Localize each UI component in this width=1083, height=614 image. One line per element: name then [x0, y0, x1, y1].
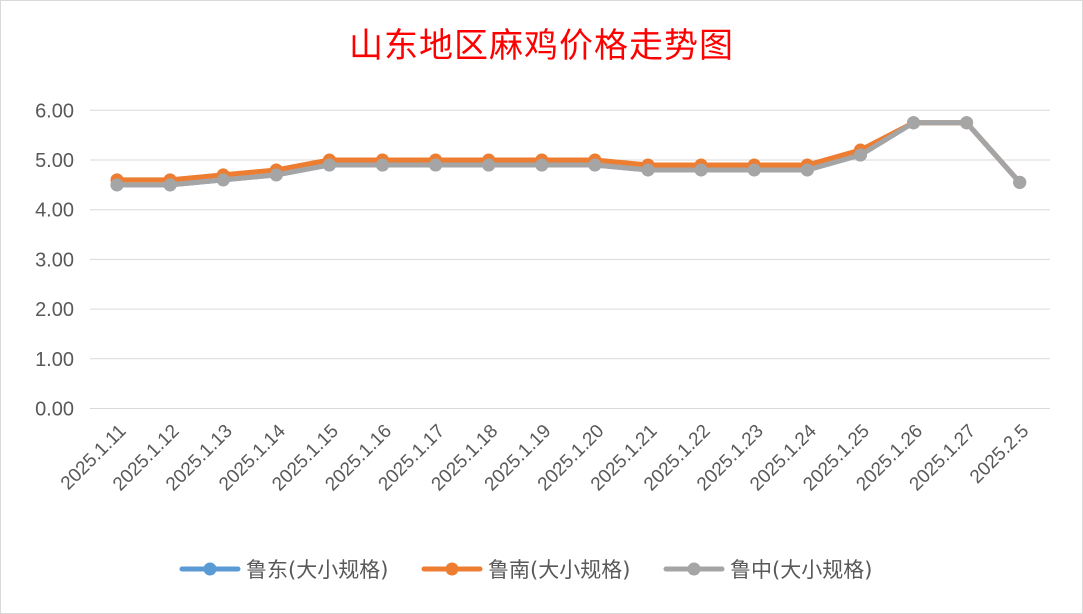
- y-tick-label: 4.00: [35, 200, 74, 222]
- data-point: [747, 163, 761, 177]
- legend-marker: [445, 562, 459, 576]
- gridlines: [90, 109, 1050, 409]
- data-point: [535, 158, 549, 172]
- data-point: [853, 148, 867, 162]
- y-tick-label: 2.00: [35, 299, 74, 321]
- legend-item: 鲁中(大小规格): [663, 558, 872, 582]
- series-line: [114, 120, 1023, 188]
- legend-label: 鲁中(大小规格): [730, 558, 872, 582]
- y-axis: 0.00 1.00 2.00 3.00 4.00 5.00 6.00: [35, 100, 74, 420]
- legend-label: 鲁东(大小规格): [246, 558, 388, 582]
- data-point: [163, 178, 177, 192]
- data-point: [1013, 175, 1027, 189]
- y-tick-label: 5.00: [35, 150, 74, 172]
- legend: 鲁东(大小规格) 鲁南(大小规格) 鲁中(大小规格): [179, 558, 872, 582]
- data-point: [907, 116, 920, 130]
- data-point: [482, 158, 496, 172]
- data-point: [322, 158, 336, 172]
- series-3: [110, 116, 1027, 192]
- x-tick-label: 2025.2.5: [966, 421, 1033, 488]
- data-point: [376, 158, 389, 172]
- series-lines: [110, 116, 1027, 192]
- legend-marker: [203, 562, 217, 576]
- legend-item: 鲁南(大小规格): [421, 558, 630, 582]
- data-point: [110, 178, 124, 192]
- y-tick-label: 0.00: [35, 399, 74, 421]
- data-point: [960, 116, 974, 130]
- y-tick-label: 6.00: [35, 100, 74, 122]
- legend-label: 鲁南(大小规格): [488, 558, 630, 582]
- data-point: [800, 163, 814, 177]
- data-point: [269, 168, 283, 182]
- x-axis: 2025.1.112025.1.122025.1.132025.1.142025…: [57, 420, 1033, 495]
- y-tick-label: 1.00: [35, 349, 74, 371]
- series-line: [114, 120, 1023, 185]
- data-point: [641, 163, 655, 177]
- legend-marker: [687, 562, 701, 576]
- chart-title: 山东地区麻鸡价格走势图: [349, 26, 734, 66]
- legend-item: 鲁东(大小规格): [179, 558, 388, 582]
- data-point: [216, 173, 230, 187]
- data-point: [588, 158, 602, 172]
- data-point: [694, 163, 708, 177]
- data-point: [429, 158, 443, 172]
- y-tick-label: 3.00: [35, 249, 74, 271]
